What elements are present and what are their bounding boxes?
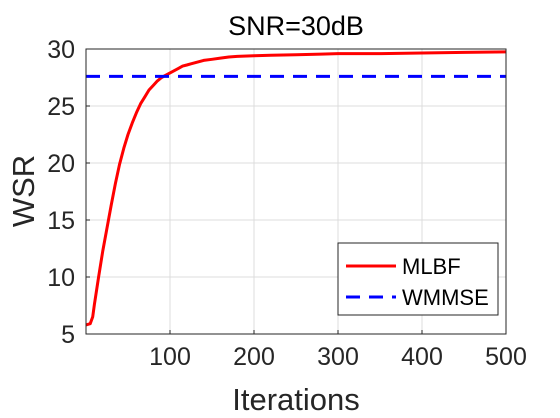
plot-frame xyxy=(85,48,507,335)
legend-label-wmmse: WMMSE xyxy=(402,285,489,310)
chart-title: SNR=30dB xyxy=(228,11,364,41)
x-axis-title: Iterations xyxy=(232,382,360,417)
y-tick-label: 20 xyxy=(47,150,75,178)
x-tick-label: 500 xyxy=(485,343,527,371)
y-tick-label: 15 xyxy=(47,207,75,235)
y-axis-title: WSR xyxy=(6,155,41,227)
grid xyxy=(86,49,506,334)
series-line-mlbf xyxy=(85,50,507,327)
x-tick-label: 100 xyxy=(149,343,191,371)
x-tick-label: 400 xyxy=(401,343,443,371)
x-tick-label: 200 xyxy=(233,343,275,371)
x-tick-label: 300 xyxy=(317,343,359,371)
y-tick-label: 30 xyxy=(47,36,75,64)
series-group xyxy=(85,50,507,327)
legend-box xyxy=(337,242,499,316)
ticks: 100 200 300 400 500 5 10 15 20 25 30 xyxy=(47,36,527,371)
y-tick-label: 25 xyxy=(47,93,75,121)
y-tick-label: 5 xyxy=(61,321,75,349)
y-tick-label: 10 xyxy=(47,264,75,292)
legend: MLBF WMMSE xyxy=(337,242,499,316)
legend-label-mlbf: MLBF xyxy=(402,254,461,279)
